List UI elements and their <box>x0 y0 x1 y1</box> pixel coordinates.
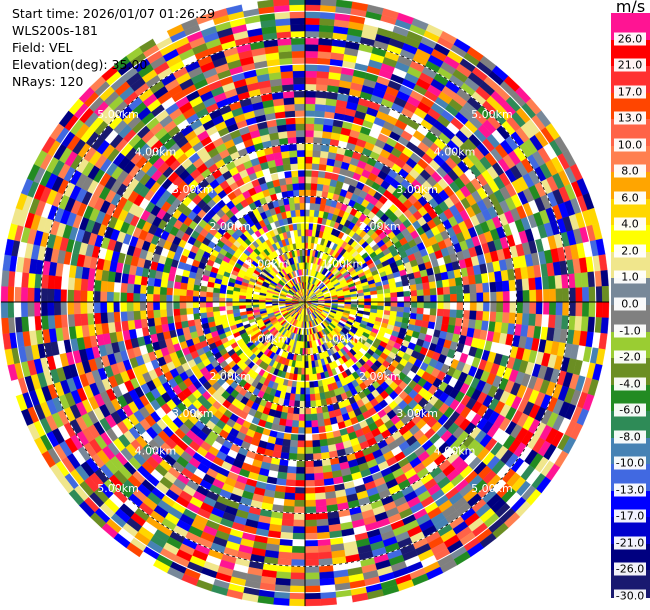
range-ring-label: 5.00km <box>471 108 513 121</box>
range-ring-label: 5.00km <box>97 108 139 121</box>
range-ring-label: 4.00km <box>434 445 476 458</box>
range-ring-label: 5.00km <box>97 482 139 495</box>
nrays-text: NRays: 120 <box>12 74 84 89</box>
colorbar-tick-label: -26.0 <box>614 562 646 576</box>
colorbar-tick-label: 10.0 <box>614 138 646 152</box>
instrument-text: WLS200s-181 <box>12 23 98 38</box>
colorbar: 26.0 21.0 17.0 13.0 10.0 8.0 6.0 4.0 2.0 1.0 0.0 -1… <box>611 13 650 603</box>
range-ring-label: 3.00km <box>396 183 438 196</box>
colorbar-tick-label: -4.0 <box>614 377 646 391</box>
range-ring-label: 1.00km <box>322 332 364 345</box>
colorbar-tick-label: 21.0 <box>614 58 646 72</box>
range-ring-label: 2.00km <box>359 220 401 233</box>
range-ring-label: 3.00km <box>172 407 214 420</box>
colorbar-tick-label: -2.0 <box>614 350 646 364</box>
range-ring-label: 3.00km <box>172 183 214 196</box>
colorbar-tick-label: 1.0 <box>614 270 646 284</box>
colorbar-tick-label: -6.0 <box>614 403 646 417</box>
range-ring-label: 1.00km <box>247 332 289 345</box>
ppi-radar-plot: 1.00km 1.00km 1.00km 1.00km 2.00km 2.00km 2.00… <box>0 0 610 607</box>
range-ring-label: 2.00km <box>209 220 251 233</box>
colorbar-tick-label: -17.0 <box>614 509 646 523</box>
colorbar-tick-label: 6.0 <box>614 191 646 205</box>
colorbar-tick-label: -8.0 <box>614 430 646 444</box>
range-ring-label: 4.00km <box>135 445 177 458</box>
range-ring-label: 3.00km <box>396 407 438 420</box>
info-panel: Start time: 2026/01/07 01:26:29 WLS200s-… <box>12 5 215 90</box>
colorbar-tick-label: 4.0 <box>614 217 646 231</box>
range-ring-label: 4.00km <box>135 145 177 158</box>
range-ring-label: 5.00km <box>471 482 513 495</box>
colorbar-tick-label: -13.0 <box>614 483 646 497</box>
colorbar-tick-label: 2.0 <box>614 244 646 258</box>
colorbar-tick-label: 13.0 <box>614 111 646 125</box>
start-time-text: Start time: 2026/01/07 01:26:29 <box>12 6 216 21</box>
colorbar-tick-label: -30.0 <box>614 589 646 603</box>
colorbar-tick-label: 17.0 <box>614 85 646 99</box>
colorbar-tick-label: -1.0 <box>614 324 646 338</box>
colorbar-unit: m/s <box>615 0 646 16</box>
colorbar-tick-label: 8.0 <box>614 164 646 178</box>
range-ring-label: 4.00km <box>434 145 476 158</box>
radar-gates <box>0 0 610 607</box>
range-ring-label: 2.00km <box>359 370 401 383</box>
colorbar-tick-label: 0.0 <box>614 297 646 311</box>
range-ring-label: 1.00km <box>247 258 289 271</box>
colorbar-tick-label: -10.0 <box>614 456 646 470</box>
field-text: Field: VEL <box>12 40 73 55</box>
elevation-text: Elevation(deg): 35.00 <box>12 57 148 72</box>
colorbar-tick-label: 26.0 <box>614 32 646 46</box>
range-ring-label: 1.00km <box>322 258 364 271</box>
colorbar-tick-label: -21.0 <box>614 536 646 550</box>
range-ring-label: 2.00km <box>209 370 251 383</box>
